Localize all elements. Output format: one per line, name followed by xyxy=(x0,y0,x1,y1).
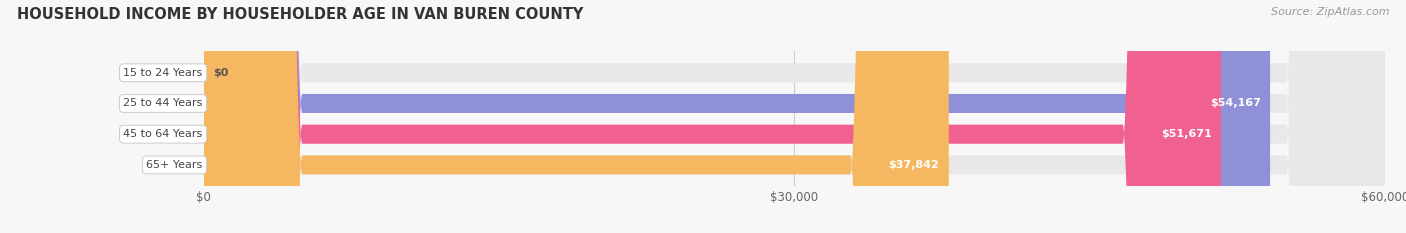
Text: 15 to 24 Years: 15 to 24 Years xyxy=(124,68,202,78)
FancyBboxPatch shape xyxy=(204,0,1220,233)
FancyBboxPatch shape xyxy=(204,0,1385,233)
Text: $0: $0 xyxy=(214,68,229,78)
Text: HOUSEHOLD INCOME BY HOUSEHOLDER AGE IN VAN BUREN COUNTY: HOUSEHOLD INCOME BY HOUSEHOLDER AGE IN V… xyxy=(17,7,583,22)
FancyBboxPatch shape xyxy=(204,0,1385,233)
Text: 25 to 44 Years: 25 to 44 Years xyxy=(124,99,202,109)
Text: 45 to 64 Years: 45 to 64 Years xyxy=(124,129,202,139)
Text: 65+ Years: 65+ Years xyxy=(146,160,202,170)
Text: $37,842: $37,842 xyxy=(889,160,939,170)
Text: $54,167: $54,167 xyxy=(1209,99,1261,109)
FancyBboxPatch shape xyxy=(204,0,1385,233)
Text: Source: ZipAtlas.com: Source: ZipAtlas.com xyxy=(1271,7,1389,17)
Text: $51,671: $51,671 xyxy=(1161,129,1212,139)
FancyBboxPatch shape xyxy=(204,0,949,233)
FancyBboxPatch shape xyxy=(204,0,1270,233)
FancyBboxPatch shape xyxy=(204,0,1385,233)
